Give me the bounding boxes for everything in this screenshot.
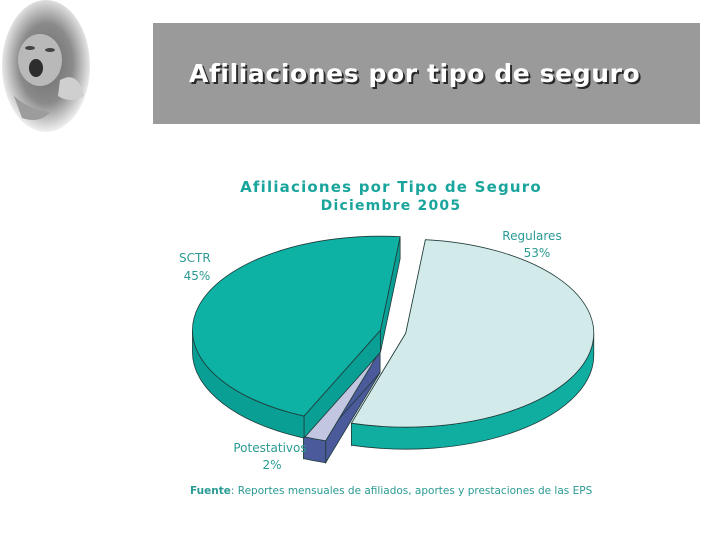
pie-slices	[192, 235, 595, 465]
source-text: : Reportes mensuales de afiliados, aport…	[230, 485, 593, 497]
slice-label-potestativos: Potestativos	[233, 441, 306, 455]
pie-slice-regulares	[350, 239, 595, 450]
pie-slice-sctr	[192, 235, 401, 440]
slice-value-sctr: 45%	[184, 269, 211, 283]
slice-top-regulares	[350, 239, 595, 428]
baby-photo	[2, 0, 90, 132]
source-label: Fuente	[190, 485, 231, 497]
slice-label-sctr: SCTR	[179, 251, 211, 265]
slice-top-sctr	[192, 235, 401, 417]
title-banner: Afiliaciones por tipo de seguro	[153, 23, 700, 124]
slice-value-potestativos: 2%	[262, 458, 281, 472]
slice-value-regulares: 53%	[524, 246, 551, 260]
page-title: Afiliaciones por tipo de seguro	[189, 59, 641, 88]
slice-label-regulares: Regulares	[502, 229, 561, 243]
chart-title: Afiliaciones por Tipo de Seguro	[240, 178, 542, 196]
chart-subtitle: Diciembre 2005	[321, 198, 462, 214]
source-note: Fuente: Reportes mensuales de afiliados,…	[190, 485, 592, 497]
